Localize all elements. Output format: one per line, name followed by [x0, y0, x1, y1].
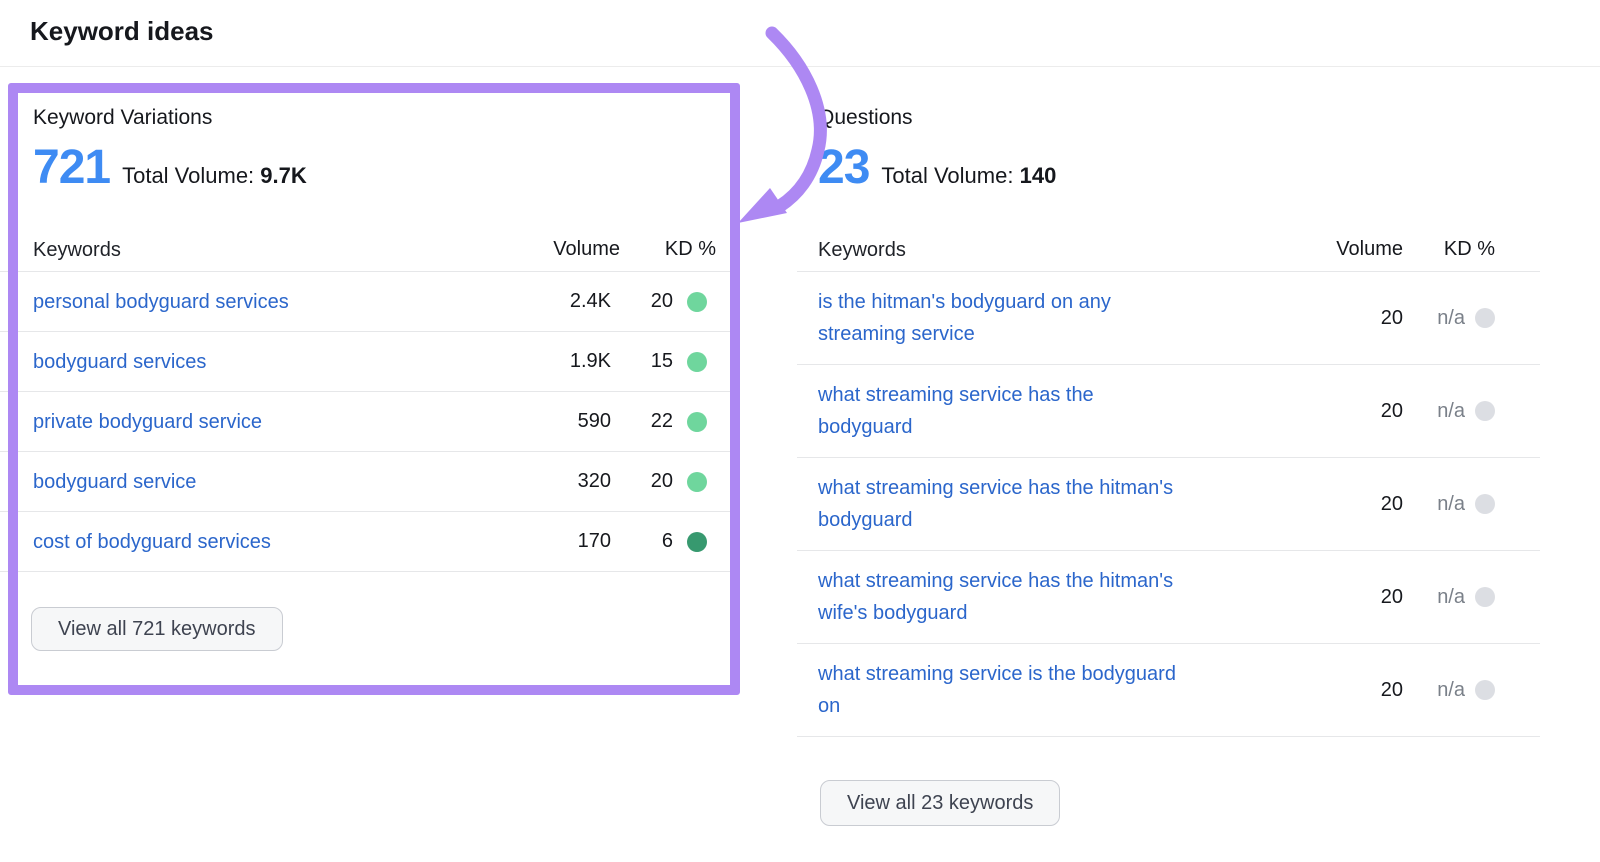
kd-dot — [687, 291, 707, 312]
volume-value: 1.9K — [569, 350, 611, 372]
volume-value: 170 — [577, 530, 611, 552]
questions-table: Keywords Volume KD % is the hitman's bod… — [797, 228, 1540, 737]
keyword-link[interactable]: what streaming service has the hitman's … — [818, 570, 1174, 624]
col-header-kd: KD % — [1443, 238, 1495, 260]
table-row: bodyguard services 1.9K 15 — [0, 332, 740, 392]
kd-cell: 20 — [611, 470, 707, 493]
keyword-link[interactable]: is the hitman's bodyguard on any streami… — [818, 291, 1111, 345]
kd-dot — [1475, 308, 1495, 328]
kd-value: 15 — [650, 350, 673, 372]
total-volume-value: 9.7K — [260, 163, 307, 188]
keyword-link[interactable]: private bodyguard service — [33, 410, 263, 433]
questions-stats: 23 Total Volume: 140 — [818, 144, 1056, 192]
questions-table-header: Keywords Volume KD % — [797, 228, 1540, 272]
table-row: personal bodyguard services 2.4K 20 — [0, 272, 740, 332]
col-header-kd: KD % — [664, 238, 716, 260]
volume-value: 590 — [577, 410, 611, 432]
questions-total-volume: Total Volume: 140 — [881, 163, 1056, 189]
variations-table: Keywords Volume KD % personal bodyguard … — [0, 228, 740, 572]
kd-dot — [1475, 494, 1495, 514]
kd-cell: n/a — [1403, 679, 1495, 702]
volume-value: 320 — [577, 470, 611, 492]
volume-value: 20 — [1380, 585, 1403, 608]
kd-dot — [687, 471, 707, 492]
variations-stats: 721 Total Volume: 9.7K — [33, 144, 307, 192]
col-header-keywords: Keywords — [33, 238, 121, 261]
volume-value: 20 — [1380, 306, 1403, 329]
annotation-arrow-icon — [738, 26, 827, 223]
table-row: private bodyguard service 590 22 — [0, 392, 740, 452]
kd-dot — [1475, 587, 1495, 607]
volume-value: 20 — [1380, 678, 1403, 701]
kd-value: n/a — [1437, 306, 1465, 329]
table-row: cost of bodyguard services 170 6 — [0, 512, 740, 572]
volume-value: 20 — [1380, 399, 1403, 422]
kd-value: 6 — [661, 530, 673, 552]
questions-count: 23 — [818, 141, 870, 194]
kd-value: n/a — [1437, 585, 1465, 608]
kd-value: 20 — [650, 470, 673, 492]
keyword-link[interactable]: bodyguard services — [33, 350, 207, 373]
table-row: what streaming service has the hitman's … — [797, 458, 1540, 551]
kd-cell: n/a — [1403, 307, 1495, 330]
variations-count: 721 — [33, 141, 111, 194]
kd-cell: 6 — [611, 530, 707, 553]
keyword-link[interactable]: what streaming service has the bodyguard — [818, 384, 1094, 438]
table-row: what streaming service is the bodyguard … — [797, 644, 1540, 737]
view-all-questions-button[interactable]: View all 23 keywords — [820, 780, 1061, 826]
kd-dot — [1475, 401, 1495, 421]
keyword-link[interactable]: cost of bodyguard services — [33, 530, 271, 553]
kd-cell: n/a — [1403, 586, 1495, 609]
volume-value: 20 — [1380, 492, 1403, 515]
variations-table-header: Keywords Volume KD % — [0, 228, 740, 272]
variations-table-body: personal bodyguard services 2.4K 20 body… — [0, 272, 740, 572]
questions-table-body: is the hitman's bodyguard on any streami… — [797, 272, 1540, 737]
col-header-keywords: Keywords — [818, 238, 906, 261]
keyword-link[interactable]: what streaming service is the bodyguard … — [818, 663, 1176, 717]
col-header-volume: Volume — [1336, 238, 1403, 260]
variations-total-volume: Total Volume: 9.7K — [122, 163, 307, 189]
kd-cell: n/a — [1403, 400, 1495, 423]
total-volume-label: Total Volume: — [881, 163, 1014, 188]
kd-dot — [1475, 680, 1495, 700]
col-header-volume: Volume — [553, 238, 620, 260]
kd-cell: 20 — [611, 290, 707, 313]
page-title: Keyword ideas — [30, 16, 214, 46]
table-row: what streaming service has the hitman's … — [797, 551, 1540, 644]
header-divider — [0, 66, 1600, 67]
kd-value: 22 — [650, 410, 673, 432]
table-row: bodyguard service 320 20 — [0, 452, 740, 512]
kd-dot — [687, 351, 707, 372]
keyword-link[interactable]: what streaming service has the hitman's … — [818, 477, 1174, 531]
total-volume-label: Total Volume: — [122, 163, 255, 188]
kd-dot — [687, 411, 707, 432]
kd-value: n/a — [1437, 678, 1465, 701]
kd-value: 20 — [650, 290, 673, 312]
kd-dot — [687, 531, 707, 552]
table-row: is the hitman's bodyguard on any streami… — [797, 272, 1540, 365]
keyword-link[interactable]: personal bodyguard services — [33, 290, 289, 313]
volume-value: 2.4K — [569, 290, 611, 312]
kd-cell: n/a — [1403, 493, 1495, 516]
kd-value: n/a — [1437, 399, 1465, 422]
variations-section-title: Keyword Variations — [33, 106, 213, 129]
kd-value: n/a — [1437, 492, 1465, 515]
table-row: what streaming service has the bodyguard… — [797, 365, 1540, 458]
view-all-variations-button[interactable]: View all 721 keywords — [31, 607, 283, 651]
kd-cell: 22 — [611, 410, 707, 433]
questions-section-title: Questions — [818, 106, 913, 129]
kd-cell: 15 — [611, 350, 707, 373]
total-volume-value: 140 — [1019, 163, 1057, 188]
keyword-link[interactable]: bodyguard service — [33, 470, 197, 493]
